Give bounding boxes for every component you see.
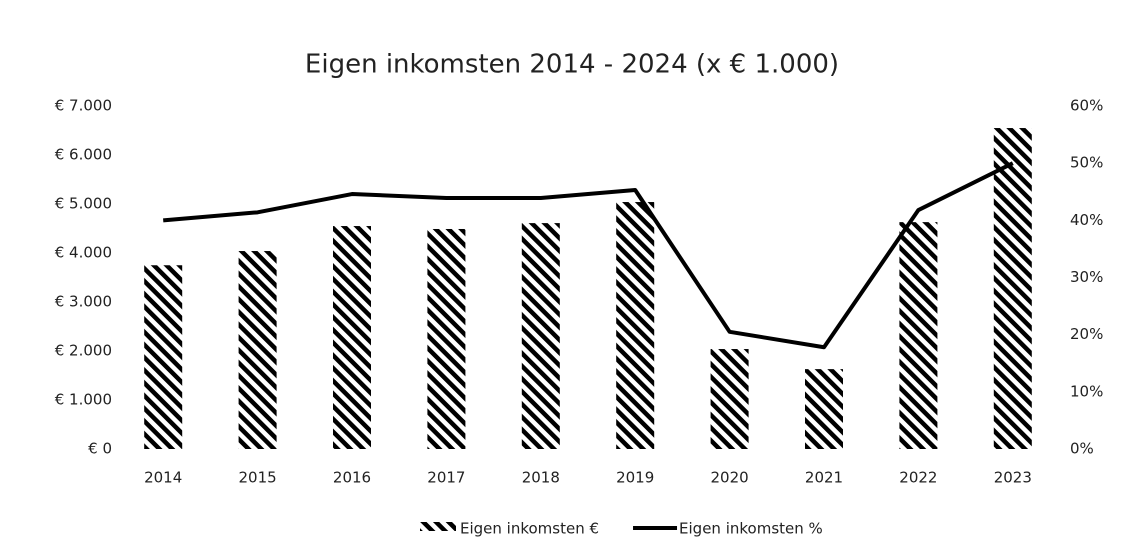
y-tick-label: € 2.000 [55, 342, 112, 360]
x-tick-label: 2014 [144, 469, 182, 487]
chart-title: Eigen inkomsten 2014 - 2024 (x € 1.000) [305, 50, 839, 80]
y2-tick-label: 20% [1070, 325, 1103, 343]
legend-label: Eigen inkomsten % [679, 520, 823, 538]
y-tick-label: € 3.000 [55, 293, 112, 311]
y2-tick-label: 30% [1070, 268, 1103, 286]
y-tick-label: € 0 [88, 440, 112, 458]
legend-swatch [420, 522, 456, 531]
x-tick-label: 2017 [427, 469, 465, 487]
bar [899, 222, 938, 449]
y2-tick-label: 50% [1070, 154, 1103, 172]
y2-tick-label: 60% [1070, 97, 1103, 115]
bar [238, 251, 277, 449]
x-tick-label: 2015 [239, 469, 277, 487]
x-tick-label: 2019 [616, 469, 654, 487]
y-tick-label: € 7.000 [55, 97, 112, 115]
y-tick-label: € 6.000 [55, 146, 112, 164]
x-tick-label: 2022 [899, 469, 937, 487]
bar [427, 228, 466, 449]
bar [805, 369, 843, 449]
x-tick-label: 2023 [994, 469, 1032, 487]
legend-label: Eigen inkomsten € [460, 520, 599, 538]
bar [710, 349, 749, 449]
bar [993, 128, 1032, 450]
bar [333, 226, 371, 449]
y2-tick-label: 40% [1070, 211, 1103, 229]
line [163, 161, 1014, 350]
y-tick-label: € 5.000 [55, 195, 112, 213]
x-tick-label: 2020 [711, 469, 749, 487]
x-tick-label: 2021 [805, 469, 843, 487]
y-tick-label: € 1.000 [55, 391, 112, 409]
y2-tick-label: 10% [1070, 382, 1103, 400]
bar [616, 202, 655, 449]
x-tick-label: 2018 [522, 469, 560, 487]
bar [144, 265, 183, 449]
y2-tick-label: 0% [1070, 440, 1094, 458]
y-tick-label: € 4.000 [55, 244, 112, 262]
x-tick-label: 2016 [333, 469, 371, 487]
bar [521, 223, 560, 449]
